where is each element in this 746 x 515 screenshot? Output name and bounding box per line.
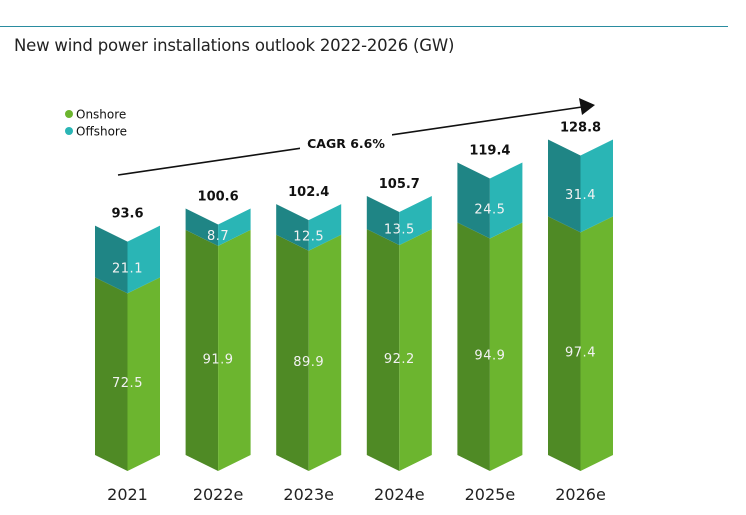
total-label-2023e: 102.4 <box>288 185 329 200</box>
bar-offshore-left-2024e <box>366 196 400 246</box>
bar-onshore-right-2025e <box>489 222 523 471</box>
bar-offshore-left-2023e <box>276 204 309 251</box>
data-label-offshore-2021: 21.1 <box>112 262 143 277</box>
legend-marker-onshore <box>65 110 73 118</box>
bar-offshore-left-2022e <box>185 208 219 246</box>
data-label-offshore-2022e: 8.7 <box>207 229 229 244</box>
data-label-onshore-2023e: 89.9 <box>293 355 324 370</box>
bar-offshore-right-2021 <box>127 225 160 294</box>
data-label-offshore-2024e: 13.5 <box>384 223 415 238</box>
title-rule <box>0 26 728 27</box>
bar-onshore-right-2022e <box>218 229 251 471</box>
x-tick-label-2022e: 2022e <box>193 485 244 504</box>
total-label-2025e: 119.4 <box>469 143 510 158</box>
bar-offshore-right-2023e <box>308 204 342 251</box>
x-tick-label-2026e: 2026e <box>555 485 606 504</box>
legend-marker-offshore <box>65 127 73 135</box>
bar-onshore-right-2021 <box>127 277 160 471</box>
bar-onshore-left-2021 <box>95 277 128 471</box>
x-tick-label-2023e: 2023e <box>283 485 334 504</box>
bar-offshore-left-2021 <box>95 225 128 294</box>
bar-offshore-right-2025e <box>489 162 523 239</box>
data-label-onshore-2025e: 94.9 <box>474 349 505 364</box>
data-label-offshore-2025e: 24.5 <box>474 202 505 217</box>
bar-onshore-right-2023e <box>308 234 342 471</box>
data-label-offshore-2026e: 31.4 <box>565 188 596 203</box>
chart-title: New wind power installations outlook 202… <box>14 36 455 55</box>
bar-onshore-right-2026e <box>580 216 613 471</box>
data-label-onshore-2024e: 92.2 <box>384 352 415 367</box>
bar-onshore-right-2024e <box>399 229 432 471</box>
legend-label-onshore: Onshore <box>76 108 126 122</box>
bar-offshore-left-2025e <box>457 162 490 239</box>
total-label-2022e: 100.6 <box>198 190 239 205</box>
bar-onshore-left-2022e <box>185 229 219 471</box>
bar-offshore-right-2026e <box>580 139 613 233</box>
bar-onshore-left-2023e <box>276 234 309 471</box>
bar-onshore-left-2026e <box>548 216 581 471</box>
total-label-2026e: 128.8 <box>560 120 601 135</box>
legend-label-offshore: Offshore <box>76 125 127 139</box>
bar-offshore-right-2022e <box>218 208 251 246</box>
x-tick-label-2025e: 2025e <box>465 485 516 504</box>
x-tick-label-2024e: 2024e <box>374 485 425 504</box>
bar-onshore-left-2025e <box>457 222 490 471</box>
cagr-label-bg <box>300 133 392 153</box>
total-label-2024e: 105.7 <box>379 177 420 192</box>
cagr-arrowhead <box>579 98 595 115</box>
data-label-offshore-2023e: 12.5 <box>293 229 324 244</box>
data-label-onshore-2022e: 91.9 <box>203 352 234 367</box>
data-label-onshore-2026e: 97.4 <box>565 346 596 361</box>
bar-offshore-right-2024e <box>399 196 432 246</box>
bar-onshore-left-2024e <box>366 229 400 471</box>
total-label-2021: 93.6 <box>111 207 143 222</box>
data-label-onshore-2021: 72.5 <box>112 376 143 391</box>
x-tick-label-2021: 2021 <box>107 485 148 504</box>
cagr-label: CAGR 6.6% <box>307 136 385 151</box>
bar-offshore-left-2026e <box>548 139 581 233</box>
